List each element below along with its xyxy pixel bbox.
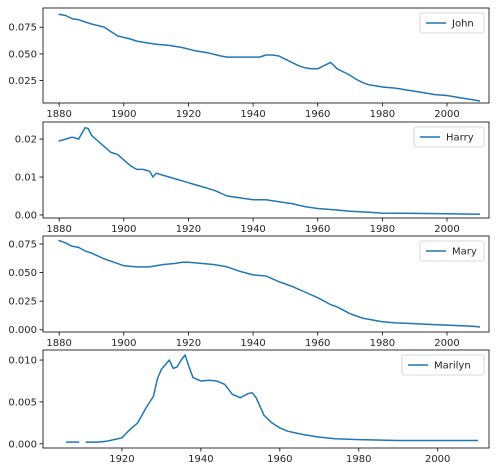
- legend: Mary: [419, 240, 485, 262]
- x-tick-label: 1920: [176, 338, 201, 349]
- subplot-4: 1920 1940 1960 1980 2000 0.000 0.005 0.010 Maril…: [8, 349, 490, 465]
- y-tick-label: 0.02: [15, 135, 37, 146]
- legend-box: [419, 240, 485, 262]
- x-tick-label: 1960: [305, 224, 330, 235]
- x-tick-label: 1920: [176, 224, 201, 235]
- x-tick-label: 1940: [240, 109, 265, 120]
- legend-label: Mary: [452, 247, 477, 258]
- y-tick-label: 0.050: [8, 268, 37, 279]
- y-tick-label: 0.050: [8, 49, 37, 60]
- x-tick-label: 1920: [109, 454, 134, 465]
- legend-box: [413, 126, 485, 148]
- subplot-1: 1880 1900 1920 1940 1960 1980 2000 0.025 0.050 0.…: [8, 7, 490, 120]
- axes-frame: [42, 121, 490, 219]
- y-tick-label: 0.000: [8, 439, 37, 450]
- y-tick-label: 0.00: [15, 210, 37, 221]
- x-tick-label: 1960: [305, 338, 330, 349]
- legend-label: Harry: [446, 133, 474, 144]
- legend: John: [419, 12, 485, 34]
- y-tick-label: 0.005: [8, 397, 37, 408]
- x-tick-label: 1960: [267, 454, 292, 465]
- series-line-john: [58, 13, 481, 102]
- subplot-2: 1880 1900 1920 1940 1960 1980 2000 0.00 0.01 0.02…: [15, 121, 490, 235]
- axes-frame: [42, 7, 490, 104]
- x-tick-label: 1900: [111, 338, 136, 349]
- axes-frame: [42, 235, 490, 333]
- x-tick-label: 1920: [176, 109, 201, 120]
- x-tick-label: 2000: [434, 338, 459, 349]
- y-tick-label: 0.075: [8, 240, 37, 251]
- series-line-harry: [58, 126, 481, 215]
- series-line-mary: [58, 239, 481, 328]
- x-tick-label: 1980: [370, 224, 395, 235]
- x-tick-label: 1980: [346, 454, 371, 465]
- x-tick-label: 1900: [111, 224, 136, 235]
- x-tick-label: 1940: [240, 224, 265, 235]
- x-tick-label: 2000: [425, 454, 450, 465]
- subplot-3: 1880 1900 1920 1940 1960 1980 2000 0.000 0.025 0.…: [8, 235, 490, 349]
- legend: Harry: [413, 126, 485, 148]
- legend-label: Marilyn: [434, 361, 471, 372]
- x-tick-label: 1940: [188, 454, 213, 465]
- axes-frame: [42, 349, 490, 449]
- x-tick-label: 1980: [370, 338, 395, 349]
- y-tick-label: 0.025: [8, 76, 37, 87]
- legend-label: John: [451, 19, 474, 30]
- y-tick-label: 0.010: [8, 356, 37, 367]
- x-tick-label: 1880: [46, 338, 71, 349]
- x-tick-label: 2000: [434, 109, 459, 120]
- x-tick-label: 1960: [305, 109, 330, 120]
- y-tick-label: 0.01: [15, 173, 37, 184]
- y-tick-label: 0.000: [8, 325, 37, 336]
- y-tick-label: 0.025: [8, 297, 37, 308]
- legend: Marilyn: [401, 354, 485, 376]
- x-tick-label: 2000: [434, 224, 459, 235]
- x-tick-label: 1940: [240, 338, 265, 349]
- legend-box: [419, 12, 485, 34]
- series-line-marilyn-seg2: [85, 354, 478, 443]
- x-tick-label: 1880: [46, 109, 71, 120]
- legend-box: [401, 354, 485, 376]
- y-tick-label: 0.075: [8, 23, 37, 34]
- x-tick-label: 1900: [111, 109, 136, 120]
- x-tick-label: 1980: [370, 109, 395, 120]
- x-tick-label: 1880: [46, 224, 71, 235]
